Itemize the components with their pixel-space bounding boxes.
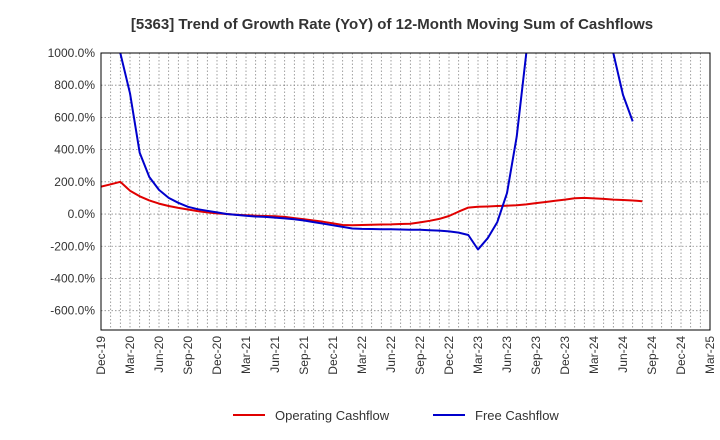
y-tick-label: 1000.0% — [48, 46, 96, 60]
x-tick-label: Dec-19 — [94, 336, 108, 375]
x-tick-label: Sep-24 — [645, 336, 659, 375]
series-line-operating-cashflow — [101, 180, 643, 227]
x-tick-label: Jun-20 — [152, 336, 166, 373]
x-tick-label: Mar-20 — [123, 336, 137, 374]
legend-label: Operating Cashflow — [275, 408, 390, 423]
x-tick-label: Dec-23 — [558, 336, 572, 375]
x-tick-label: Sep-22 — [413, 336, 427, 375]
x-tick-label: Dec-21 — [326, 336, 340, 375]
series-line-free-cashflow — [119, 53, 528, 251]
x-tick-label: Jun-23 — [500, 336, 514, 373]
x-tick-label: Dec-22 — [442, 336, 456, 375]
y-tick-label: -200.0% — [50, 239, 95, 253]
chart-title: [5363] Trend of Growth Rate (YoY) of 12-… — [131, 16, 653, 33]
legend-label: Free Cashflow — [475, 408, 559, 423]
x-tick-label: Jun-24 — [616, 336, 630, 373]
x-tick-label: Jun-22 — [384, 336, 398, 373]
y-tick-label: 200.0% — [54, 175, 95, 189]
x-tick-label: Mar-24 — [587, 336, 601, 374]
y-tick-label: 800.0% — [54, 78, 95, 92]
x-tick-label: Mar-21 — [239, 336, 253, 374]
plot-area — [101, 53, 710, 330]
x-tick-label: Mar-23 — [471, 336, 485, 374]
x-tick-label: Sep-20 — [181, 336, 195, 375]
y-tick-label: -400.0% — [50, 271, 95, 285]
legend: Operating Cashflow Free Cashflow — [233, 408, 559, 423]
x-tick-label: Sep-21 — [297, 336, 311, 375]
x-tick-label: Dec-20 — [210, 336, 224, 375]
x-tick-label: Dec-24 — [674, 336, 688, 375]
y-tick-label: 600.0% — [54, 110, 95, 124]
x-tick-label: Mar-25 — [703, 336, 717, 374]
y-tick-label: 0.0% — [68, 207, 96, 221]
x-tick-label: Mar-22 — [355, 336, 369, 374]
series-line-free-cashflow — [612, 53, 634, 122]
y-tick-label: -600.0% — [50, 304, 95, 318]
y-tick-label: 400.0% — [54, 143, 95, 157]
x-tick-label: Jun-21 — [268, 336, 282, 373]
plot-frame — [100, 52, 711, 331]
x-tick-label: Sep-23 — [529, 336, 543, 375]
